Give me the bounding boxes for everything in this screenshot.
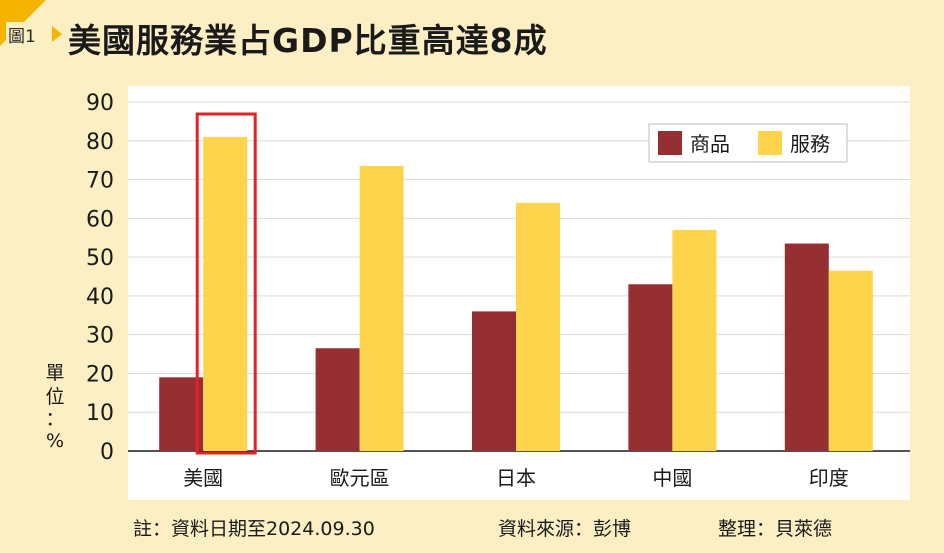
figure-tag: 圖1: [6, 22, 38, 47]
bar-services: [203, 136, 248, 451]
x-tick-label: 中國: [652, 466, 692, 490]
y-tick-label: 0: [100, 440, 114, 465]
bar-services: [828, 270, 873, 451]
unit-label-char-2: 位: [45, 386, 65, 408]
footer-note: 註：資料日期至2024.09.30: [133, 518, 375, 540]
y-tick-label: 30: [86, 324, 114, 349]
chart-title: 美國服務業占GDP比重高達8成: [68, 21, 548, 60]
figure-tag-arrow: [52, 26, 62, 42]
unit-label-char-1: 單: [45, 362, 65, 384]
y-tick-label: 90: [86, 91, 114, 116]
legend-label: 服務: [790, 132, 830, 156]
x-tick-label: 美國: [183, 466, 223, 490]
x-tick-label: 歐元區: [330, 466, 390, 490]
legend-swatch: [658, 131, 682, 155]
y-tick-label: 50: [86, 246, 114, 271]
legend-swatch: [758, 131, 782, 155]
bar-services: [516, 202, 560, 451]
bar-goods: [315, 348, 360, 451]
legend-label: 商品: [690, 132, 730, 156]
bar-goods: [784, 243, 829, 451]
bar-services: [672, 229, 717, 451]
x-tick-label: 日本: [496, 466, 536, 490]
bar-goods: [472, 311, 516, 451]
footer-source: 資料來源：彭博: [498, 518, 632, 540]
x-tick-label: 印度: [809, 466, 849, 490]
y-tick-label: 70: [86, 169, 114, 194]
unit-label-char-4: %: [45, 430, 65, 452]
y-tick-label: 40: [86, 285, 114, 310]
y-tick-label: 60: [86, 207, 114, 232]
bar-services: [359, 165, 404, 451]
y-tick-label: 10: [86, 401, 114, 426]
highlight-box: [195, 112, 257, 455]
footer-editor: 整理：貝萊德: [718, 518, 833, 540]
y-tick-label: 80: [86, 130, 114, 155]
bar-goods: [628, 284, 673, 451]
y-tick-label: 20: [86, 362, 114, 387]
unit-label-char-3: ：: [45, 408, 65, 430]
